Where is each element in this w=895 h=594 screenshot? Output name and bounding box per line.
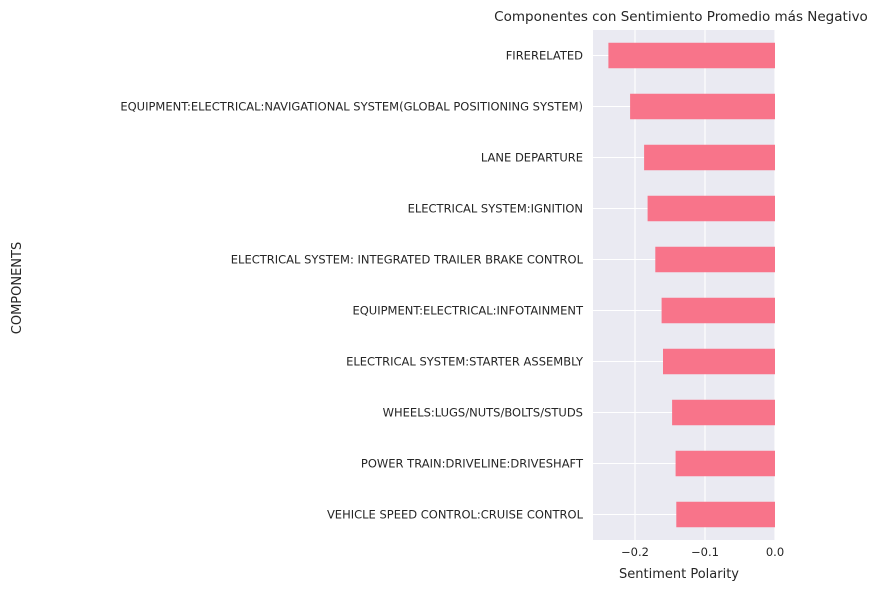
y-tick-labels: FIRERELATED EQUIPMENT:ELECTRICAL:NAVIGATI… <box>120 49 584 522</box>
x-tick-label: −0.2 <box>621 545 649 559</box>
bar <box>630 93 775 120</box>
x-axis-label: Sentiment Polarity <box>619 567 739 582</box>
y-tick-label: WHEELS:LUGS/NUTS/BOLTS/STUDS <box>383 406 583 420</box>
y-tick-label: ELECTRICAL SYSTEM: INTEGRATED TRAILER BR… <box>231 253 584 267</box>
bar <box>676 501 775 528</box>
bar <box>675 450 775 477</box>
bar <box>661 297 775 324</box>
y-axis-label: COMPONENTS <box>10 242 25 334</box>
bar <box>644 144 775 171</box>
bar <box>655 246 775 273</box>
y-tick-label: FIRERELATED <box>506 49 583 63</box>
y-tick-label: POWER TRAIN:DRIVELINE:DRIVESHAFT <box>361 457 584 471</box>
bar <box>663 348 775 375</box>
y-tick-label: ELECTRICAL SYSTEM:STARTER ASSEMBLY <box>346 355 584 369</box>
y-tick-label: EQUIPMENT:ELECTRICAL:INFOTAINMENT <box>352 304 583 318</box>
bar <box>608 42 775 69</box>
chart-title: Componentes con Sentimiento Promedio más… <box>494 9 868 25</box>
bar <box>647 195 775 222</box>
x-tick-labels: −0.2 −0.1 0.0 <box>621 545 784 559</box>
y-tick-label: LANE DEPARTURE <box>481 151 583 165</box>
x-tick-label: −0.1 <box>691 545 719 559</box>
y-tick-label: ELECTRICAL SYSTEM:IGNITION <box>408 202 583 216</box>
y-tick-label: VEHICLE SPEED CONTROL:CRUISE CONTROL <box>327 508 584 522</box>
bars <box>608 42 775 528</box>
x-tick-label: 0.0 <box>766 545 784 559</box>
bar <box>672 399 775 426</box>
y-tick-label: EQUIPMENT:ELECTRICAL:NAVIGATIONAL SYSTEM… <box>120 100 583 114</box>
